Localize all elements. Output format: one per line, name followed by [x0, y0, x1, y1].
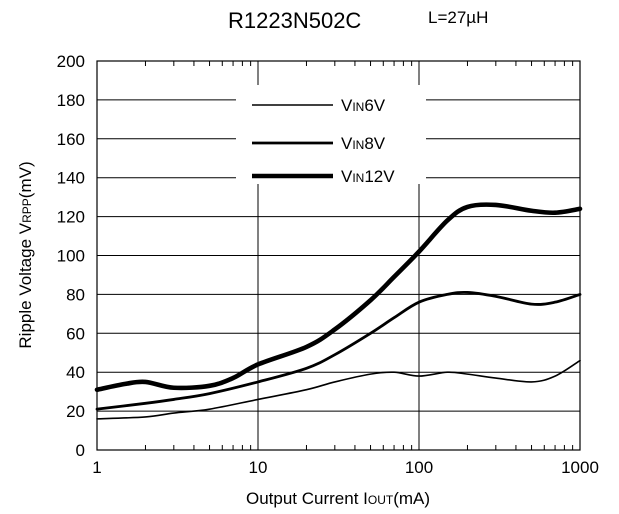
x-axis-label: Output Current IOUT(mA) — [246, 489, 430, 508]
y-tick-label: 140 — [57, 169, 85, 188]
x-tick-label: 1000 — [561, 458, 599, 477]
series-lines — [94, 202, 583, 420]
legend-label-vin8v: VIN8V — [341, 134, 386, 153]
legend: VIN6V VIN8V VIN12V — [252, 96, 395, 186]
y-tick-label: 40 — [66, 363, 85, 382]
x-tick-label: 10 — [249, 458, 268, 477]
series-line-vin12v — [94, 202, 583, 392]
series-line-vin8v — [95, 290, 582, 411]
legend-label-vin12v: VIN12V — [341, 167, 395, 186]
y-tick-label: 180 — [57, 91, 85, 110]
axes — [96, 60, 581, 451]
series-line-vin6v — [96, 359, 581, 420]
y-tick-label: 60 — [66, 324, 85, 343]
y-tick-label: 80 — [66, 285, 85, 304]
plot-frame — [96, 60, 581, 451]
y-tick-label: 200 — [57, 52, 85, 71]
legend-label-vin6v: VIN6V — [341, 96, 386, 115]
y-tick-label: 160 — [57, 130, 85, 149]
y-tick-label: 0 — [76, 441, 85, 460]
grid — [97, 61, 580, 450]
y-tick-label: 100 — [57, 247, 85, 266]
x-tick-label: 1 — [92, 458, 101, 477]
chart-condition: L=27µH — [428, 8, 489, 27]
y-tick-label: 120 — [57, 208, 85, 227]
y-axis-label: Ripple Voltage VRPP(mV) — [16, 161, 35, 348]
x-tick-label: 100 — [405, 458, 433, 477]
chart-title: R1223N502C — [228, 8, 362, 33]
tick-labels: 0 20 40 60 80 100 120 140 160 180 200 1 10 100 1000 — [57, 52, 599, 477]
y-tick-label: 20 — [66, 402, 85, 421]
